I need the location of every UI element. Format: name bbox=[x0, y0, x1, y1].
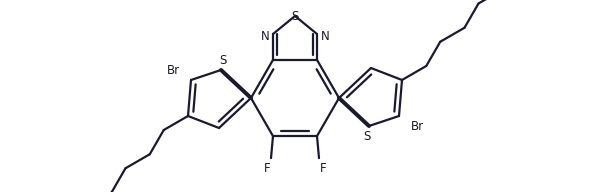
Text: S: S bbox=[219, 54, 227, 66]
Text: Br: Br bbox=[411, 119, 424, 132]
Text: N: N bbox=[320, 30, 329, 42]
Text: N: N bbox=[261, 30, 270, 42]
Text: Br: Br bbox=[166, 64, 179, 76]
Text: F: F bbox=[320, 162, 326, 175]
Text: F: F bbox=[264, 162, 270, 175]
Text: S: S bbox=[291, 9, 299, 22]
Text: S: S bbox=[363, 129, 371, 142]
